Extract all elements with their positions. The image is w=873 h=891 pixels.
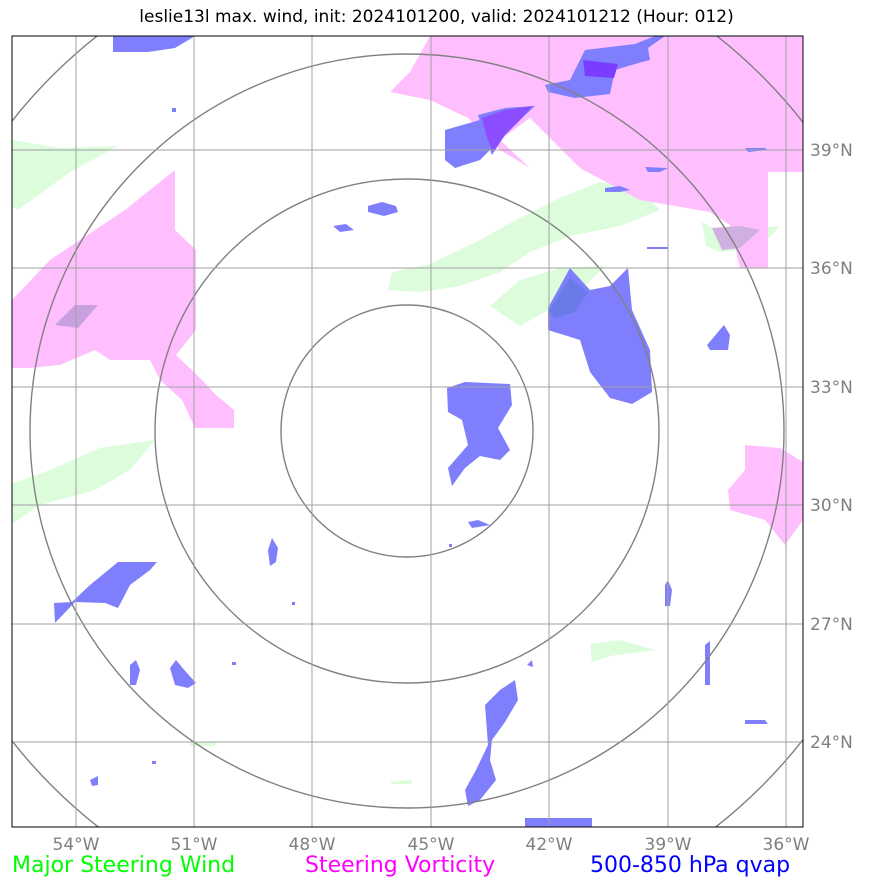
latitude-ticks: 39°N 36°N 33°N 30°N 27°N 24°N	[810, 141, 853, 753]
longitude-ticks: 54°W 51°W 48°W 45°W 42°W 39°W 36°W	[53, 835, 810, 855]
map-title: leslie13l max. wind, init: 2024101200, v…	[139, 7, 734, 27]
lat-label: 33°N	[810, 378, 853, 398]
lat-label: 36°N	[810, 259, 853, 279]
legend-steering-vorticity: Steering Vorticity	[305, 853, 496, 878]
lon-label: 54°W	[53, 835, 100, 855]
lon-label: 42°W	[526, 835, 573, 855]
legend-steering-wind: Major Steering Wind	[12, 853, 236, 878]
lon-label: 36°W	[763, 835, 810, 855]
lon-label: 39°W	[645, 835, 692, 855]
legend-qvap: 500-850 hPa qvap	[590, 853, 791, 878]
lat-label: 24°N	[810, 733, 853, 753]
lat-label: 27°N	[810, 615, 853, 635]
map-frame	[11, 35, 804, 828]
graticule	[12, 36, 803, 827]
lat-label: 39°N	[810, 141, 853, 161]
lat-label: 30°N	[810, 496, 853, 516]
lon-label: 48°W	[289, 835, 336, 855]
lon-label: 45°W	[408, 835, 455, 855]
vorticity-areas	[12, 36, 803, 545]
lon-label: 51°W	[171, 835, 218, 855]
